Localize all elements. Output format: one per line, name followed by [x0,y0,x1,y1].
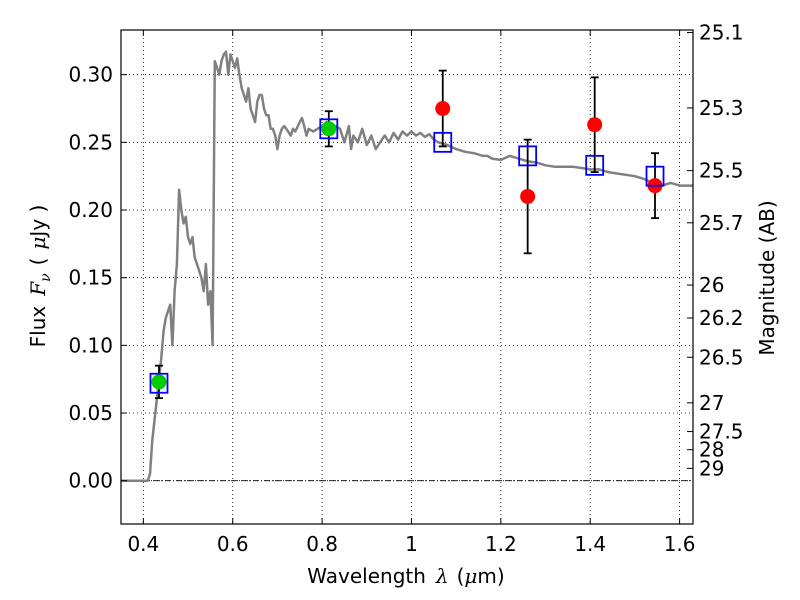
model-spectrum-line [121,50,693,482]
model-box [585,154,605,176]
red-point [435,100,451,116]
y-tick-label: 0.00 [68,469,113,493]
model-spectrum [121,50,693,482]
y-tick-label: 0.30 [68,63,113,87]
red-point [520,188,536,204]
y-tick-label: 0.10 [68,333,113,357]
model-box [319,118,339,140]
x-tick-label: 0.4 [127,532,159,556]
y2-tick-label: 27.5 [699,420,744,444]
y-axis-label: FluxFν(μJy ) [26,205,54,348]
error-bars [154,69,660,400]
y2-tick-label: 27 [699,391,724,415]
model-photometry-boxes [149,118,665,394]
y2-axis-label: Magnitude (AB) [755,200,779,355]
x-axis-label: Wavelength λ (μm) [307,564,504,588]
data-points [151,100,663,390]
x-tick-label: 1.2 [485,532,517,556]
green-point [321,121,337,137]
y-tick-label: 0.20 [68,198,113,222]
y2-tick-label: 26.5 [699,345,744,369]
model-box [645,165,665,187]
y-tick-label: 0.15 [68,266,113,290]
y2-tick-label: 26.2 [699,306,744,330]
y2-tick-label: 25.7 [699,211,744,235]
y2-tick-label: 29 [699,456,724,480]
x-tick-label: 0.8 [306,532,338,556]
x-tick-label: 1.4 [574,532,606,556]
red-point [587,117,603,133]
x-tick-label: 0.6 [217,532,249,556]
green-point [151,374,167,390]
y2-tick-label: 28 [699,438,724,462]
x-tick-label: 1 [405,532,418,556]
model-box [518,145,538,167]
y-tick-label: 0.05 [68,401,113,425]
model-box [149,372,169,394]
y2-tick-label: 25.5 [699,159,744,183]
model-box [433,131,453,153]
y2-tick-label: 25.3 [699,96,744,120]
y-tick-label: 0.25 [68,130,113,154]
y2-tick-label: 26 [699,273,724,297]
plot-frame [120,29,694,525]
y2-tick-label: 25.1 [699,21,744,45]
x-tick-label: 1.6 [664,532,696,556]
axes: 0.4 0.6 0.8 1 1.2 1.4 1.6 0.00 0.05 0.10 0.15 0.20 0… [68,21,743,556]
